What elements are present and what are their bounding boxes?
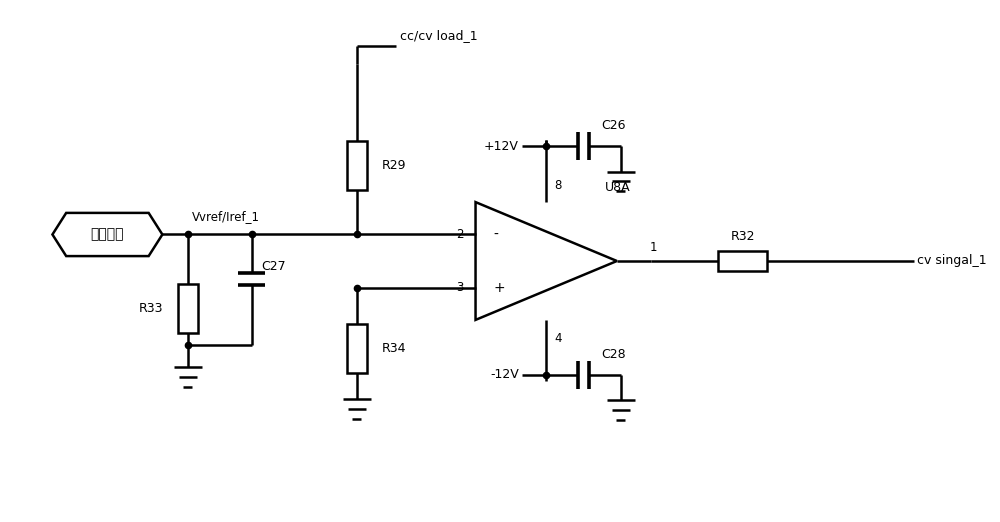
Text: C27: C27 [262,260,286,273]
Text: cc/cv load_1: cc/cv load_1 [400,29,478,42]
Text: +: + [493,280,505,294]
Text: R29: R29 [381,159,406,172]
Text: 8: 8 [554,179,561,192]
Text: R32: R32 [730,230,755,243]
Text: U8A: U8A [605,181,631,194]
Text: -: - [493,228,498,242]
Text: R33: R33 [139,302,163,315]
Polygon shape [52,213,162,256]
Bar [347,141,367,191]
Text: Vvref/Iref_1: Vvref/Iref_1 [192,210,260,223]
Text: 1: 1 [649,241,657,254]
Text: +12V: +12V [484,140,519,152]
Text: R34: R34 [381,342,406,355]
Bar [347,324,367,373]
Bar [178,283,198,333]
Text: 3: 3 [456,281,464,294]
Text: 4: 4 [554,331,562,345]
Text: cv singal_1: cv singal_1 [917,255,987,267]
Text: -12V: -12V [490,369,519,382]
Text: 电压给定: 电压给定 [91,228,124,242]
Text: C28: C28 [601,348,626,361]
Text: 2: 2 [456,228,464,241]
Text: C26: C26 [601,120,626,133]
Bar [718,251,767,271]
